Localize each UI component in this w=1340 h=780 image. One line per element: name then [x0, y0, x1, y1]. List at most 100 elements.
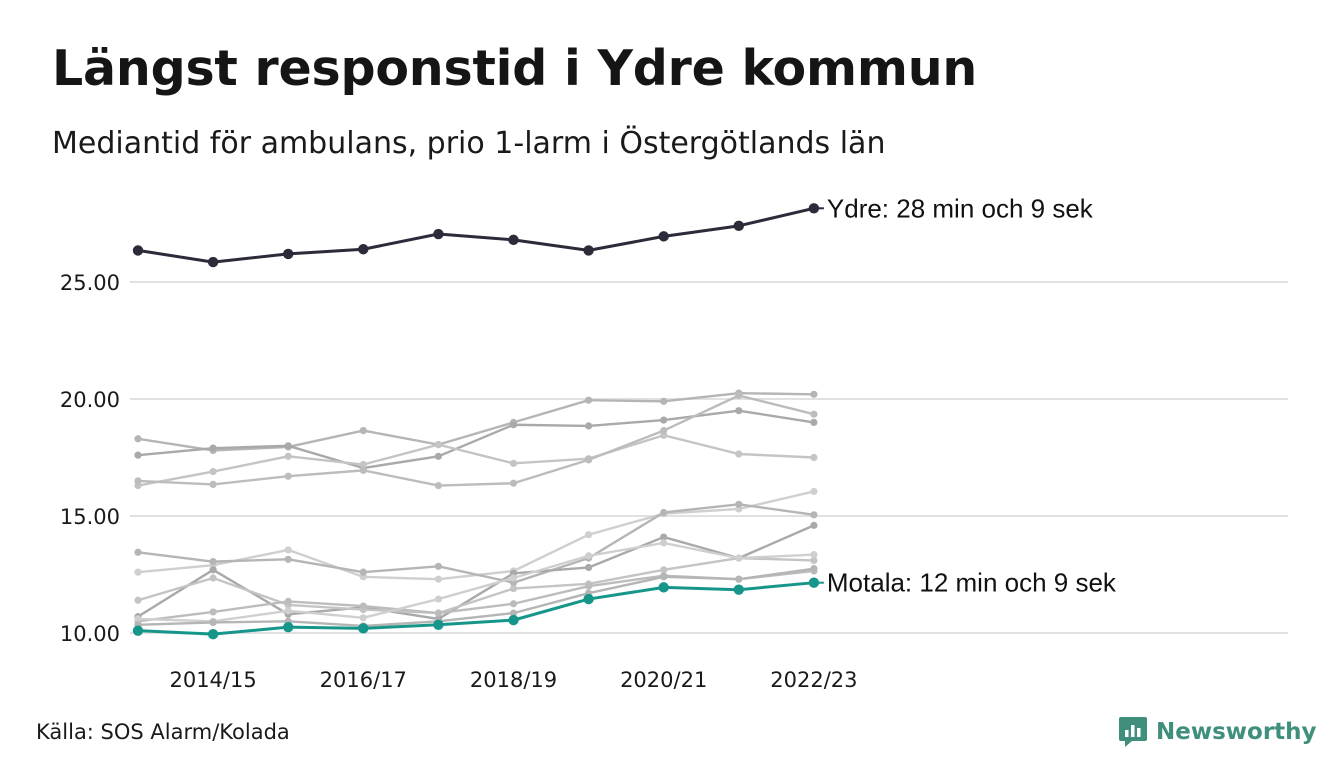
- data-point: [132, 245, 144, 256]
- data-point: [434, 609, 442, 617]
- data-point: [658, 231, 669, 242]
- line-chart: 10.00 15.00 20.00 25.00 2014/15 2016/17 2018/…: [60, 193, 1288, 692]
- data-point: [585, 456, 593, 464]
- data-point: [583, 593, 594, 605]
- data-point: [434, 575, 442, 583]
- brand-logo[interactable]: Newsworthy: [1118, 714, 1317, 750]
- data-point: [359, 460, 367, 469]
- data-point: [359, 614, 367, 622]
- series-line: [136, 434, 816, 487]
- data-point: [134, 596, 142, 604]
- data-point: [209, 558, 217, 566]
- series-line: [136, 581, 816, 636]
- data-point: [810, 410, 818, 418]
- data-point: [207, 628, 219, 640]
- data-point: [434, 562, 442, 570]
- y-tick-label: 25.00: [60, 271, 120, 295]
- data-point: [509, 459, 518, 467]
- end-label-min: Motala: 12 min och 9 sek: [827, 568, 1117, 598]
- data-point: [660, 566, 668, 574]
- data-point: [585, 582, 593, 590]
- y-tick-label: 15.00: [60, 505, 120, 529]
- data-point: [810, 511, 818, 519]
- data-point: [209, 608, 217, 616]
- data-point: [359, 568, 367, 576]
- brand-name: Newsworthy: [1156, 719, 1317, 745]
- data-point: [359, 426, 367, 435]
- y-tick-label: 20.00: [60, 388, 120, 412]
- series-line: [136, 391, 816, 452]
- series-line: [136, 206, 816, 264]
- data-point: [359, 602, 367, 610]
- source-note: Källa: SOS Alarm/Kolada: [36, 720, 290, 744]
- x-axis-ticks: 2014/15 2016/17 2018/19 2020/21 2022/23: [169, 668, 857, 692]
- data-point: [733, 220, 744, 232]
- data-point: [660, 508, 668, 517]
- data-point: [508, 614, 519, 626]
- data-point: [810, 551, 818, 559]
- highlighted-series: Ydre: 28 min och 9 sek Motala: 12 min och…: [132, 193, 1117, 640]
- data-point: [207, 256, 219, 268]
- data-point: [660, 416, 668, 424]
- chart-title: Längst responstid i Ydre kommun: [52, 40, 978, 97]
- data-point: [660, 573, 668, 581]
- data-point: [134, 477, 142, 485]
- series-line: [136, 409, 816, 470]
- grid-lines: [130, 281, 1288, 634]
- series-min: Motala: 12 min och 9 sek: [132, 568, 1117, 640]
- series-line: [136, 524, 816, 621]
- data-point: [735, 450, 743, 458]
- series-other-2: [134, 407, 818, 472]
- data-point: [735, 500, 743, 508]
- y-axis-ticks: 10.00 15.00 20.00 25.00: [60, 271, 120, 646]
- data-point: [509, 421, 518, 429]
- data-point: [810, 565, 818, 573]
- data-point: [284, 472, 292, 480]
- data-point: [508, 234, 519, 246]
- series-line: [136, 490, 816, 581]
- x-tick-label: 2022/23: [770, 668, 857, 692]
- data-point: [209, 618, 217, 627]
- data-point: [585, 422, 593, 430]
- series-line: [136, 394, 816, 487]
- data-point: [433, 619, 444, 631]
- data-point: [660, 397, 668, 405]
- data-point: [810, 390, 818, 398]
- data-point: [434, 595, 442, 603]
- data-point: [810, 521, 818, 529]
- data-point: [583, 245, 594, 256]
- data-point: [735, 575, 743, 583]
- data-point: [735, 554, 743, 562]
- data-point: [284, 597, 292, 606]
- newsworthy-logo-icon: [1119, 717, 1147, 747]
- data-point: [585, 396, 593, 404]
- data-point: [433, 228, 444, 240]
- data-point: [283, 621, 294, 633]
- series-max: Ydre: 28 min och 9 sek: [132, 193, 1094, 268]
- data-point: [658, 582, 669, 593]
- data-point: [585, 531, 593, 539]
- series-line: [136, 556, 816, 615]
- data-point: [284, 546, 292, 554]
- data-point: [134, 615, 142, 623]
- data-point: [509, 479, 518, 487]
- series-line: [136, 503, 816, 584]
- data-point: [810, 418, 818, 426]
- data-point: [585, 563, 593, 572]
- data-point: [585, 552, 593, 560]
- series-line: [136, 541, 816, 623]
- data-point: [134, 568, 142, 576]
- data-point: [134, 451, 142, 459]
- series-other-6: [134, 500, 818, 587]
- data-point: [209, 467, 217, 476]
- data-point: [284, 555, 292, 563]
- data-point: [209, 444, 217, 452]
- x-tick-label: 2014/15: [169, 668, 256, 692]
- data-point: [810, 556, 818, 565]
- data-point: [209, 566, 217, 574]
- data-point: [509, 609, 518, 617]
- chart-subtitle: Mediantid för ambulans, prio 1-larm i Ös…: [52, 126, 886, 161]
- data-point: [359, 466, 367, 474]
- x-tick-label: 2016/17: [320, 668, 407, 692]
- data-point: [660, 533, 668, 541]
